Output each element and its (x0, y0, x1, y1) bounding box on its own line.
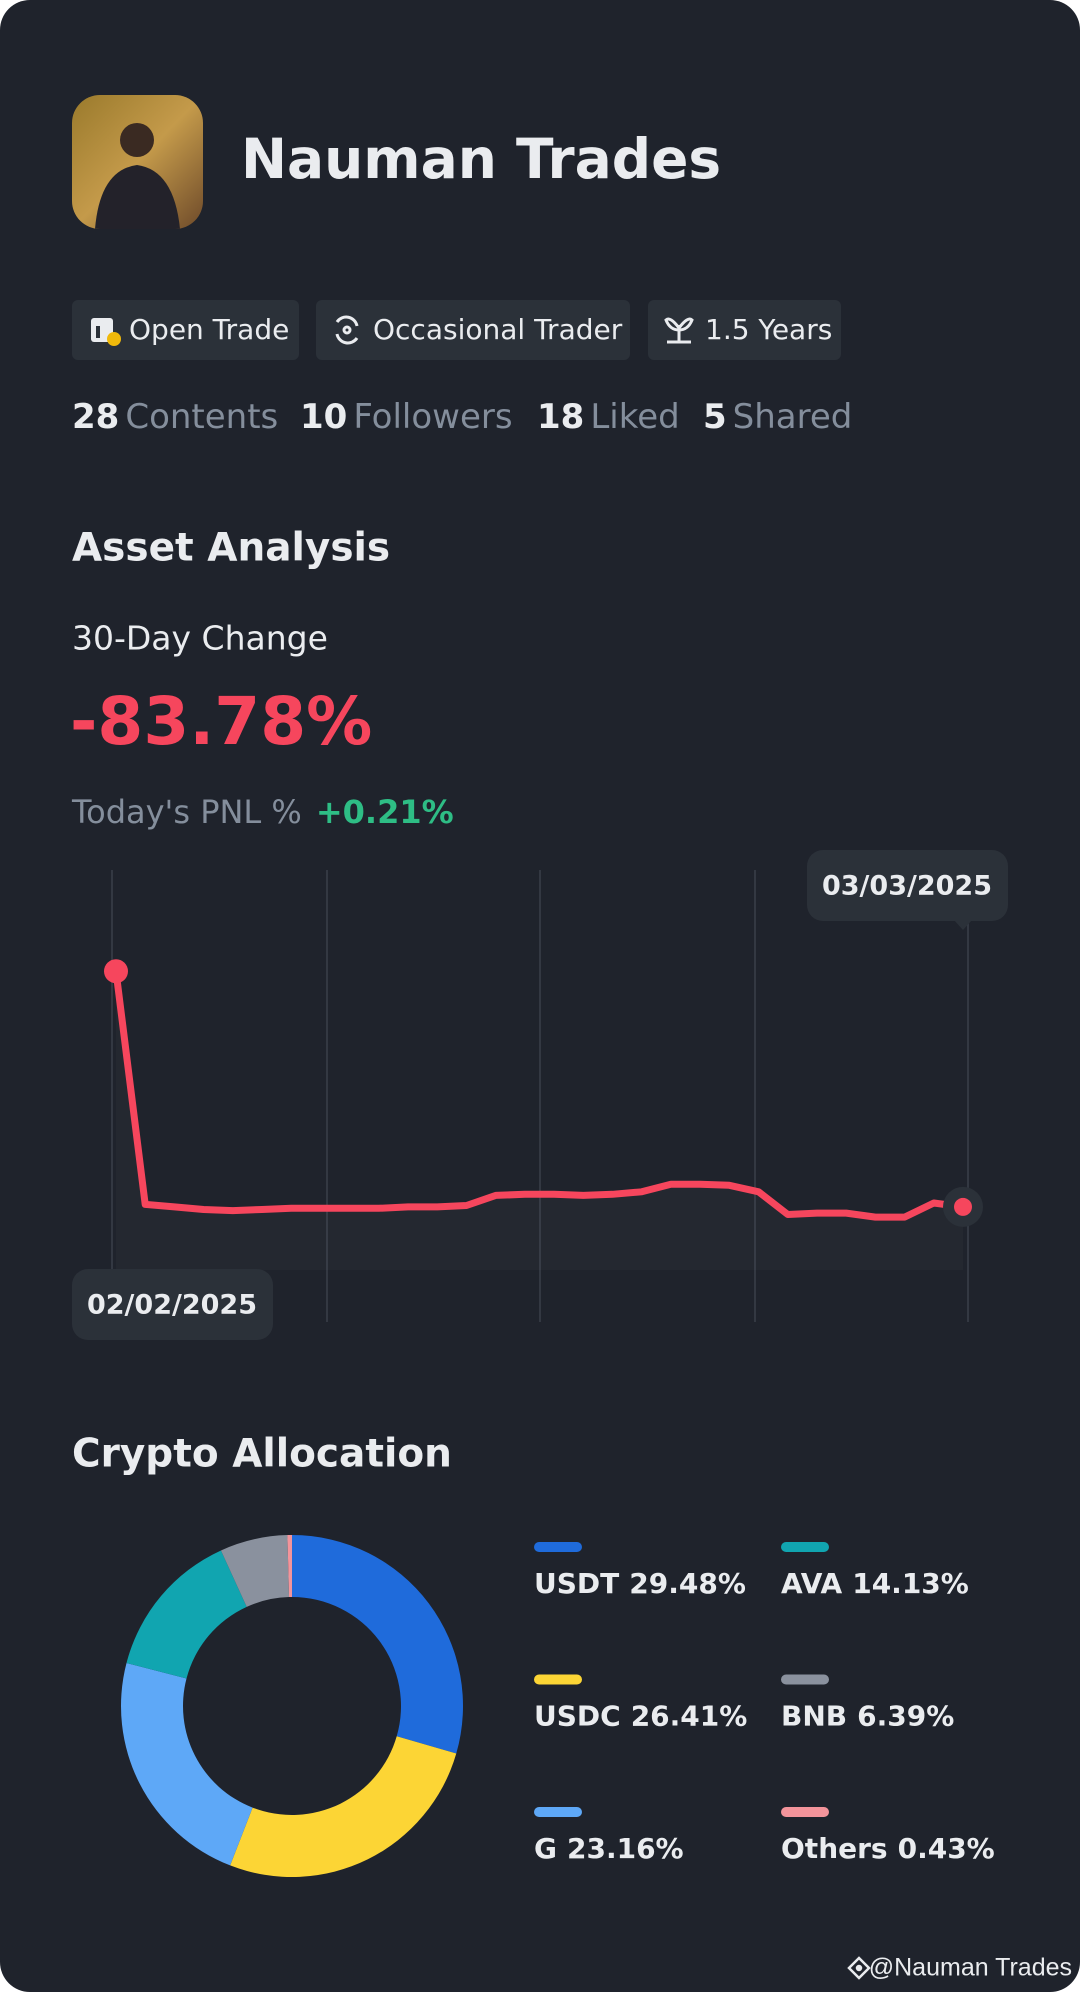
donut-segment (292, 1535, 464, 1754)
stat: 28 Contents (72, 397, 278, 437)
stat-label: Liked (590, 397, 679, 437)
legend-label: USDC (534, 1700, 621, 1733)
legend-value: 29.48% (629, 1567, 746, 1600)
legend-swatch (781, 1807, 829, 1817)
end-point (954, 1197, 972, 1216)
date-tooltip (807, 850, 1008, 921)
pnl: Today's PNL % +0.21% (71, 793, 454, 831)
legend-entry: USDC 26.41% (534, 1700, 747, 1733)
line-chart: 02/02/2025 03/03/2025 (72, 850, 1008, 1340)
date-label: 03/03/2025 (822, 871, 992, 902)
stat-label: Followers (353, 397, 512, 437)
stat: 18 Liked (537, 397, 680, 437)
legend-swatch (534, 1674, 582, 1685)
legend-swatch (534, 1807, 582, 1817)
start-point (104, 959, 128, 984)
profile-name: Nauman Trades (241, 127, 721, 191)
tooltip-pointer (954, 920, 972, 930)
stat-label: Contents (125, 397, 278, 437)
legend-value: 0.43% (898, 1832, 995, 1865)
stat-value: 18 (537, 397, 584, 437)
change-value: -83.78% (70, 683, 372, 760)
badge-icon (91, 318, 121, 346)
legend-label: USDT (534, 1567, 619, 1600)
avatar[interactable] (72, 95, 203, 229)
badge-label: 1.5 Years (705, 313, 832, 346)
legend-entry: G 23.16% (534, 1832, 684, 1865)
legend-label: AVA (781, 1567, 843, 1600)
badge (72, 300, 299, 360)
legend-swatch (781, 1674, 829, 1685)
legend-value: 6.39% (857, 1700, 954, 1733)
donut-segment (126, 1550, 247, 1679)
legend-value: 23.16% (567, 1832, 684, 1865)
legend-label: Others (781, 1832, 888, 1865)
stat-label: Shared (733, 397, 853, 437)
date-tooltip (72, 1269, 273, 1340)
donut-chart: USDT 29.48% USDC 26.41% G 23.16% AVA 14.13% BNB 6… (120, 1535, 995, 1877)
legend-entry: BNB 6.39% (781, 1700, 954, 1733)
donut-segment (230, 1736, 457, 1877)
footer-logo (847, 1956, 871, 1980)
donut-segment (120, 1662, 253, 1866)
badge-icon (335, 315, 359, 345)
donut-segment (287, 1535, 292, 1598)
date-label: 02/02/2025 (87, 1290, 257, 1321)
line (112, 967, 967, 1221)
legend-value: 26.41% (631, 1700, 748, 1733)
legend-value: 14.13% (852, 1567, 969, 1600)
badge-icon (664, 317, 694, 344)
stat: 10 Followers (300, 397, 513, 437)
footer-handle: @Nauman Trades (869, 1954, 1072, 1982)
pnl-value: +0.21% (316, 793, 454, 831)
legend-swatch (781, 1542, 829, 1552)
badge (648, 300, 841, 360)
badge (316, 300, 630, 360)
stat-value: 10 (300, 397, 347, 437)
section-title: Crypto Allocation (72, 1432, 452, 1477)
legend-label: BNB (781, 1700, 847, 1733)
legend-entry: Others 0.43% (781, 1832, 995, 1865)
donut-segment (220, 1535, 290, 1607)
stat-value: 5 (703, 397, 727, 437)
badge-label: Open Trade (129, 313, 289, 346)
pnl-label: Today's PNL % (71, 793, 302, 831)
legend-entry: AVA 14.13% (781, 1567, 969, 1600)
legend-entry: USDT 29.48% (534, 1567, 746, 1600)
stat-value: 28 (72, 397, 119, 437)
section-title: Asset Analysis (72, 526, 390, 571)
stat: 5 Shared (703, 397, 852, 437)
badge-label: Occasional Trader (373, 313, 623, 346)
legend-label: G (534, 1832, 557, 1865)
chart-grid (111, 870, 969, 1322)
change-label: 30-Day Change (72, 619, 328, 658)
legend-swatch (534, 1542, 582, 1552)
